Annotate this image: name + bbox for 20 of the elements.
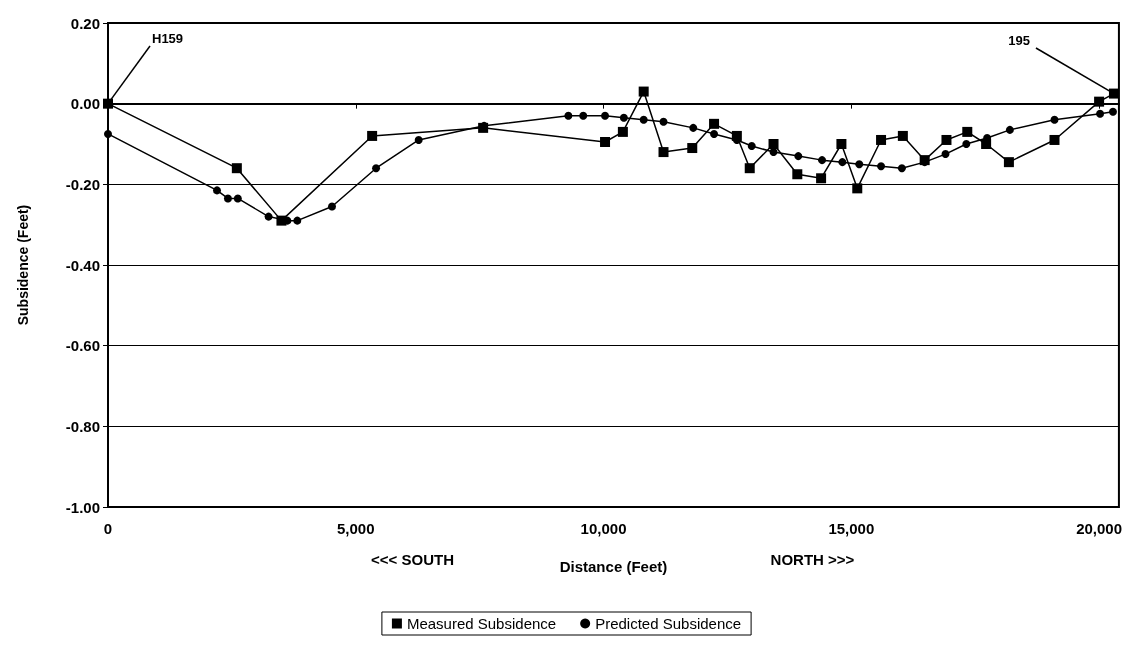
x-tick-label: 0 — [103, 520, 113, 537]
y-tick-label: -0.20 — [65, 175, 100, 193]
x-tick-label: 20,000 — [1076, 520, 1123, 537]
text: NORTH >>> — [770, 550, 855, 568]
x-tick-label: 5,000 — [337, 520, 375, 537]
x-tick-label: 10,000 — [580, 520, 627, 537]
annotation: 195 — [1008, 32, 1030, 48]
annotation: H159 — [152, 30, 184, 46]
legend-label: Predicted Subsidence — [595, 615, 742, 632]
y-tick-label: 0.00 — [70, 95, 100, 113]
legend-label: Measured Subsidence — [406, 615, 557, 632]
x-tick-label: 15,000 — [828, 520, 875, 537]
x-axis-title: Distance (Feet) — [559, 558, 668, 575]
y-tick-label: -0.80 — [65, 417, 100, 435]
y-tick-label: -1.00 — [65, 498, 100, 516]
y-tick-label: -0.60 — [65, 337, 100, 355]
y-tick-label: -0.40 — [65, 256, 100, 274]
y-axis-title: Subsidence (Feet) — [15, 204, 31, 326]
y-tick-label: 0.20 — [70, 14, 100, 32]
text: <<< SOUTH — [371, 550, 454, 568]
